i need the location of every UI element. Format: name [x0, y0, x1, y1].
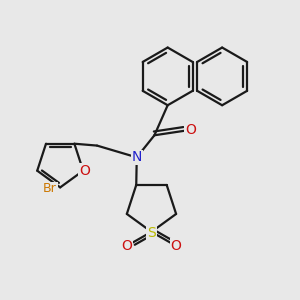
Text: Br: Br — [43, 182, 57, 195]
Text: N: N — [132, 150, 142, 164]
Text: O: O — [79, 164, 90, 178]
Text: O: O — [122, 239, 133, 253]
Text: O: O — [185, 123, 196, 137]
Text: O: O — [170, 239, 181, 253]
Text: S: S — [147, 226, 156, 240]
